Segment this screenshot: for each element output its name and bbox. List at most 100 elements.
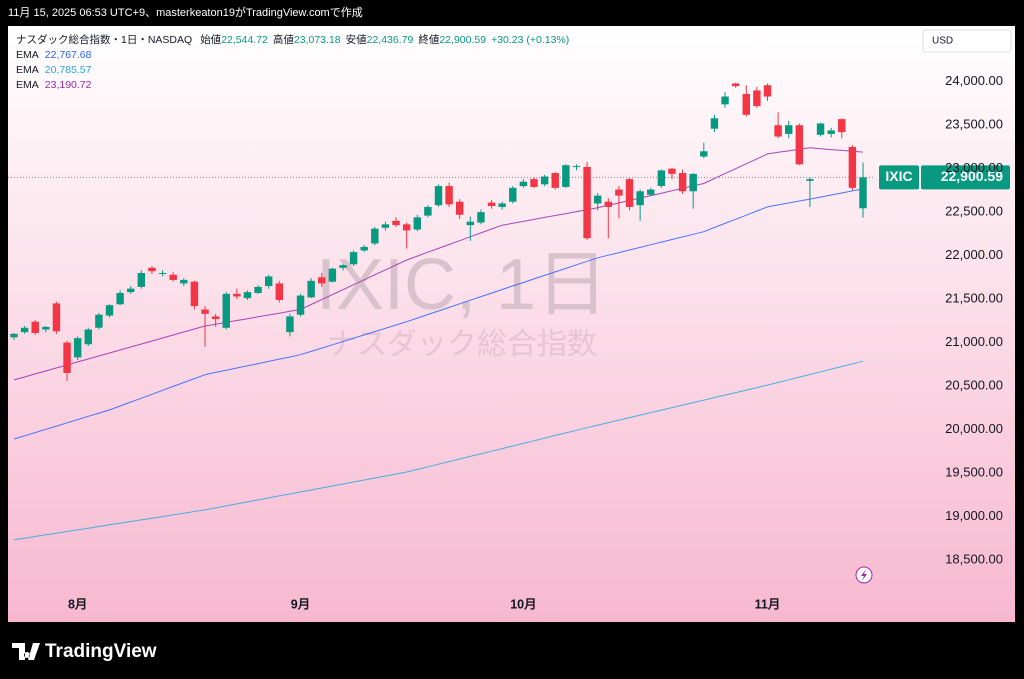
ema-value: 22,767.68 [45,49,92,61]
candle-body [105,305,114,316]
candle-body [572,166,581,168]
ema-legend: EMA 22,767.68 [16,49,92,61]
y-tick-label: 22,500.00 [945,204,1003,219]
legend: ナスダック総合指数・1日・NASDAQ 始値22,544.72 高値23,073.1… [16,33,569,91]
candle-body [434,186,443,206]
candle-body [10,333,18,338]
currency-box[interactable] [922,29,1012,53]
ohlc-label: 安値 [346,33,367,46]
candle-body [668,168,676,174]
candle-body [148,267,156,272]
ohlc-value: 23,073.18 [294,34,341,46]
symbol-label: IXIC [885,168,912,184]
candle-body [201,309,209,314]
ema-line [13,147,864,381]
candle-body [593,195,602,204]
y-tick-label: 23,500.00 [945,117,1003,132]
candle-body [456,201,464,215]
ohlc-label: 終値 [418,33,439,46]
candle-body [275,283,284,300]
brand: TradingView [45,641,157,662]
candle-body [31,321,39,333]
y-tick-label: 19,000.00 [945,508,1003,523]
candle-body [487,202,496,207]
ema-line [13,188,864,440]
x-tick-label: 8月 [68,597,87,611]
candle-body [127,288,135,293]
ema-name: EMA [16,49,39,61]
candle-body [838,119,846,133]
candle-body [264,276,273,287]
candle-body [73,338,82,358]
candle-body [233,293,241,297]
candle-body [710,118,719,129]
candle-body [753,90,761,107]
candle-body [689,173,697,192]
ema-name: EMA [16,79,39,91]
y-tick-label: 20,000.00 [945,421,1003,436]
ema-legend: EMA 23,190.72 [16,79,92,91]
candle-body [180,279,188,284]
ohlc-value: 22,436.79 [367,34,414,46]
candle-body [583,166,591,239]
candle-body [540,176,549,185]
candle-body [190,281,199,307]
candle-body [84,329,93,345]
candle-body [52,303,61,332]
ema-line [13,360,864,541]
candle-body [700,151,708,157]
ema-legend: EMA 20,785.57 [16,64,92,76]
candle-body [678,173,687,192]
candle-body [286,316,294,333]
candle-body [562,165,570,187]
caption: 11月 15, 2025 06:53 UTC+9、masterkeaton19が… [8,5,363,19]
candle-body [763,85,772,97]
candle-body [424,206,432,216]
candle-body [371,228,379,244]
price-box [921,165,1010,190]
candle-body [827,130,835,134]
x-tick-label: 9月 [291,597,310,611]
candle-body [296,295,305,315]
symbol-box [879,165,919,190]
y-tick-label: 19,500.00 [945,464,1003,479]
ohlc-value: 22,900.59 [439,34,486,46]
y-tick-label: 18,500.00 [945,551,1003,566]
candle-body [158,272,167,274]
candle-body [466,221,475,226]
candle-body [402,224,411,231]
candle-body [551,173,559,188]
candle-body [169,274,177,280]
candle-body [615,189,623,196]
candle-body [530,179,538,187]
y-tick-label: 21,000.00 [945,334,1003,349]
chart-panel [8,26,1015,622]
candle-body [222,293,230,328]
candle-body [63,342,71,373]
candle-body [307,280,315,298]
logo-mark [12,643,40,660]
candle-body [784,125,793,134]
candle-body [477,212,485,223]
y-tick-label: 24,000.00 [945,73,1003,88]
plot: IXIC 22,900.59 [8,82,1010,541]
watermark-sub: ナスダック総合指数 [327,328,597,361]
ema-value: 23,190.72 [45,79,92,91]
candle-body [498,203,506,207]
candle-body [731,83,740,87]
candle-body [392,220,400,226]
candle-body [509,187,517,202]
ohlc-label: 高値 [273,33,294,46]
candle-body [20,327,29,333]
price-label: 22,900.59 [941,168,1003,184]
candle-body [742,93,750,115]
candle-body [413,217,421,230]
candle-body [604,201,613,207]
ohlc-label: 始値 [200,33,221,46]
brand-logo [12,643,40,660]
candle-body [116,292,124,305]
candle-body [721,96,729,105]
watermark: IXIC, 1日 [316,245,608,325]
candle-body [349,252,358,265]
candle-body [42,326,50,330]
